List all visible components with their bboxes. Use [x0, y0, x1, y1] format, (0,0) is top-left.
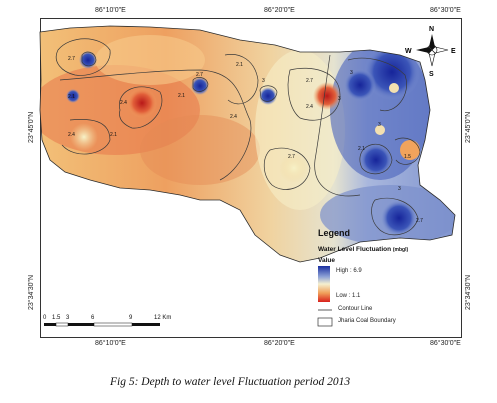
legend-boundary-label: Jharia Coal Boundary: [338, 318, 396, 324]
compass-n: N: [429, 26, 434, 33]
compass-w: W: [405, 48, 412, 55]
top-tick-1: 86°10'0"E: [95, 7, 126, 14]
legend-value-heading: Value: [318, 257, 335, 264]
legend-title: Legend: [318, 228, 351, 238]
contour-label: 3: [378, 122, 381, 128]
fluctuation-field: [40, 26, 455, 262]
contour-label: 2.4: [306, 104, 313, 110]
figure-caption: Fig 5: Depth to water level Fluctuation …: [110, 376, 351, 388]
scale-label-4: 9: [129, 315, 133, 321]
legend-contour-label: Contour Line: [338, 306, 373, 312]
contour-label: 2.1: [236, 62, 243, 68]
scale-label-2: 3: [66, 315, 70, 321]
contour-label: 2.7: [416, 218, 423, 224]
contour-lines: [55, 38, 421, 236]
bottom-tick-3: 86°30'0"E: [430, 340, 461, 347]
bottom-tick-1: 86°10'0"E: [95, 340, 126, 347]
legend-boundary-swatch: [317, 317, 333, 327]
legend-color-ramp: [318, 266, 330, 302]
contour-label: 2.7: [306, 78, 313, 84]
bottom-tick-2: 86°20'0"E: [264, 340, 295, 347]
scale-label-3: 6: [91, 315, 95, 321]
scale-label-1: 1.5: [52, 315, 61, 321]
contour-label: 2.1: [68, 94, 75, 100]
contour-label: 2.7: [68, 56, 75, 62]
legend-high-label: High : 6.9: [336, 268, 362, 274]
contour-label: 2.4: [120, 100, 127, 106]
compass-e: E: [451, 48, 456, 55]
jharia-coal-boundary: [39, 25, 456, 263]
compass-s: S: [429, 71, 434, 78]
contour-label: 3: [262, 78, 265, 84]
contour-label: 3: [338, 96, 341, 102]
contour-label: 3: [398, 186, 401, 192]
contour-label: 2.1: [358, 146, 365, 152]
legend-subtitle: Water Level Fluctuation (mbgl): [318, 246, 408, 253]
contour-label: 2.1: [110, 132, 117, 138]
legend-low-label: Low : 1.1: [336, 293, 361, 299]
contour-label: 1.5: [404, 154, 411, 160]
top-tick-3: 86°30'0"E: [430, 7, 461, 14]
legend-unit: (mbgl): [392, 247, 409, 253]
contour-label: 2.7: [288, 154, 295, 160]
contour-label: 2.7: [196, 72, 203, 78]
top-tick-2: 86°20'0"E: [264, 7, 295, 14]
scale-label-5: 12 Km: [154, 315, 172, 321]
contour-label: 3: [350, 70, 353, 76]
compass-rose: N S E W: [405, 26, 456, 78]
contour-label-group: 2.7 2.1 2.4 2.1 2.4 2.1 2.4 2.7 2.1 3 2.…: [68, 56, 423, 224]
contour-label: 2.1: [178, 93, 185, 99]
contour-label: 2.4: [68, 132, 75, 138]
scale-bar: [44, 322, 160, 327]
legend-subtitle-text: Water Level Fluctuation: [318, 246, 392, 253]
scale-label-0: 0: [43, 315, 47, 321]
contour-label: 2.4: [230, 114, 237, 120]
